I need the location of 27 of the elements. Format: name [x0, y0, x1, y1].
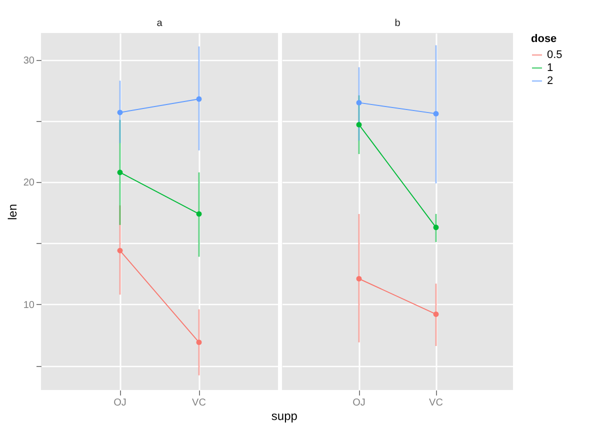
point: [196, 340, 202, 346]
y-tick-label: 10: [23, 300, 35, 311]
x-tick-label: VC: [429, 398, 443, 408]
point: [117, 248, 123, 254]
point: [433, 311, 439, 317]
y-tick-label: 20: [23, 178, 35, 189]
point: [356, 100, 362, 106]
point: [196, 96, 202, 102]
point: [356, 276, 362, 282]
point: [196, 211, 202, 217]
point: [117, 170, 123, 176]
point: [433, 224, 439, 230]
chart-title: b: [394, 18, 401, 29]
x-tick-label: OJ: [352, 398, 366, 408]
point: [117, 110, 123, 116]
chart-title: a: [156, 18, 163, 29]
legend-label: 0.5: [547, 49, 562, 61]
point: [433, 110, 439, 116]
y-axis-title: len: [5, 204, 20, 220]
y-tick-label: 30: [23, 55, 35, 66]
legend-title: dose: [531, 33, 557, 45]
point: [356, 122, 362, 128]
legend-label: 2: [547, 75, 554, 87]
x-tick-label: VC: [192, 398, 206, 408]
legend-label: 1: [547, 62, 554, 74]
x-tick-label: OJ: [114, 398, 126, 408]
x-axis-title: supp: [271, 409, 298, 423]
